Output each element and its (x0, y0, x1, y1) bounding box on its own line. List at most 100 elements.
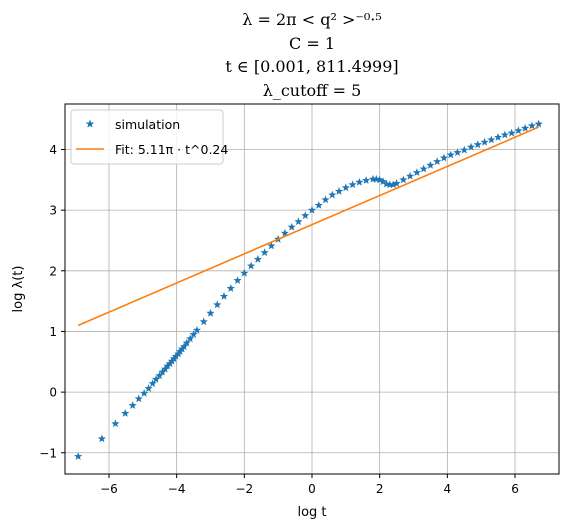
chart-title: λ = 2π < q² >⁻⁰·⁵ C = 1 t ∈ [0.001, 811.… (225, 10, 398, 100)
simulation-point (140, 389, 149, 397)
simulation-point (406, 171, 415, 180)
x-tick-label: −4 (168, 482, 186, 496)
y-tick-label: 4 (49, 143, 57, 157)
simulation-point (280, 228, 290, 237)
simulation-point (348, 180, 357, 189)
simulation-point (163, 361, 172, 370)
simulation-point (144, 384, 153, 392)
simulation-point (375, 175, 384, 184)
simulation-point (466, 142, 476, 151)
simulation-point (439, 153, 449, 162)
simulation-point (247, 261, 256, 270)
simulation-point (301, 211, 310, 220)
simulation-point (180, 342, 189, 351)
simulation-point (171, 352, 181, 360)
legend-label-simulation: simulation (115, 117, 180, 132)
y-tick-label: 0 (49, 386, 57, 400)
simulation-point (494, 133, 503, 141)
title-line-3: t ∈ [0.001, 811.4999] (225, 57, 398, 76)
simulation-point (328, 190, 337, 199)
x-tick-label: 2 (376, 482, 384, 496)
simulation-point (226, 284, 235, 292)
simulation-point (182, 338, 191, 347)
simulation-point (161, 364, 170, 373)
x-axis-ticks: −6 −4 −2 0 2 4 6 (100, 474, 519, 496)
simulation-point (334, 187, 344, 195)
x-axis-label: log t (297, 505, 326, 520)
y-tick-label: 1 (49, 325, 57, 339)
x-tick-label: −6 (100, 482, 118, 496)
simulation-point (74, 452, 83, 460)
simulation-point (97, 434, 106, 443)
y-tick-label: 2 (49, 264, 57, 278)
simulation-point (433, 157, 442, 166)
y-tick-label: 3 (49, 204, 57, 218)
legend: simulation Fit: 5.11π · t^0.24 (70, 109, 228, 165)
y-axis-label: log λ(t) (11, 266, 26, 313)
simulation-point (426, 160, 435, 169)
legend-box (70, 109, 224, 165)
x-tick-label: 0 (308, 482, 316, 496)
legend-label-fit: Fit: 5.11π · t^0.24 (115, 142, 228, 157)
simulation-point (111, 419, 120, 428)
simulation-point (314, 201, 323, 209)
simulation-point (419, 164, 428, 173)
legend-star-marker (85, 119, 95, 128)
simulation-point (219, 291, 229, 300)
simulation-point (267, 241, 276, 250)
simulation-point (199, 317, 208, 326)
simulation-point (253, 254, 262, 263)
y-axis-ticks: −1 0 1 2 3 4 (39, 143, 65, 460)
simulation-point (128, 401, 137, 409)
simulation-point (206, 308, 215, 317)
simulation-point (487, 135, 496, 144)
fit-line (77, 126, 540, 327)
x-tick-label: 6 (511, 482, 519, 496)
simulation-point (192, 325, 202, 334)
plot-area (74, 119, 543, 460)
simulation-point (389, 180, 398, 189)
simulation-point (399, 175, 408, 184)
y-tick-label: −1 (39, 446, 57, 460)
simulation-point (446, 150, 455, 159)
simulation-point (121, 409, 130, 417)
simulation-point (155, 371, 164, 380)
simulation-point (260, 248, 269, 257)
simulation-point (307, 205, 317, 214)
simulation-point (412, 168, 421, 177)
simulation-point (527, 121, 537, 130)
title-line-1: λ = 2π < q² >⁻⁰·⁵ (242, 10, 382, 29)
simulation-point (233, 276, 242, 284)
simulation-point (521, 123, 530, 132)
simulation-point (148, 379, 157, 388)
title-line-2: C = 1 (289, 34, 335, 53)
simulation-point (385, 180, 394, 189)
simulation-point (287, 222, 296, 231)
simulation-point (460, 145, 469, 154)
title-line-4: λ_cutoff = 5 (263, 81, 362, 100)
x-tick-label: −2 (235, 482, 253, 496)
simulation-point (240, 268, 249, 277)
simulation-point (362, 176, 371, 184)
simulation-point (213, 300, 222, 309)
simulation-point (321, 195, 330, 204)
axes-frame (64, 103, 560, 475)
simulation-point (189, 330, 198, 338)
simulation-point (341, 183, 350, 192)
simulation-point (186, 334, 195, 343)
simulation-point (294, 217, 303, 226)
legend-marker-simulation (85, 119, 95, 128)
simulation-point (473, 140, 482, 149)
simulation-point (378, 177, 388, 186)
simulation-point (507, 128, 516, 137)
x-tick-label: 4 (444, 482, 452, 496)
simulation-point (514, 126, 523, 135)
simulation-point (355, 177, 364, 186)
simulation-point (158, 367, 167, 376)
simulation-point (368, 174, 377, 183)
simulation-point (480, 137, 489, 146)
simulation-point (151, 375, 161, 383)
simulation-point (453, 148, 462, 156)
simulation-point (392, 179, 401, 187)
